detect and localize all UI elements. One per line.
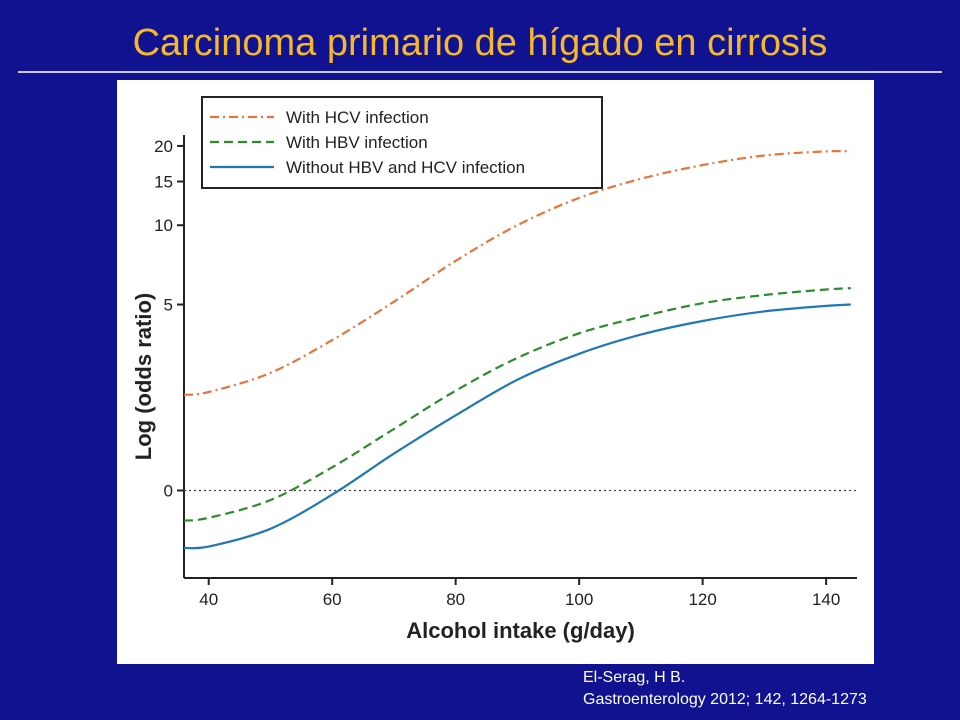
x-tick-label: 60 — [323, 590, 342, 609]
y-tick-label: 5 — [164, 296, 173, 315]
title-divider — [18, 71, 942, 73]
citation: El-Serag, H B. Gastroenterology 2012; 14… — [583, 667, 867, 711]
odds-ratio-chart: 40 60 80 100 120 140 0 5 10 15 20 Alcohol intake (g… — [131, 96, 857, 643]
citation-author: El-Serag, H B. — [583, 669, 686, 686]
slide-title: Carcinoma primario de hígado en cirrosis — [132, 22, 828, 64]
x-tick-label: 100 — [565, 590, 593, 609]
series-line-2 — [183, 287, 851, 522]
series-line-1 — [183, 149, 851, 396]
x-axis-label: Alcohol intake (g/day) — [406, 618, 635, 643]
y-tick-label: 0 — [164, 481, 173, 500]
y-axis-label: Log (odds ratio) — [131, 293, 156, 460]
x-tick-label: 140 — [812, 590, 840, 609]
x-tick-label: 40 — [199, 590, 218, 609]
y-tick-label: 15 — [154, 172, 173, 191]
y-tick-label: 20 — [154, 137, 173, 156]
x-tick-label: 80 — [446, 590, 465, 609]
x-tick-label: 120 — [688, 590, 716, 609]
series-line-3 — [183, 303, 851, 550]
legend-label-2: With HBV infection — [286, 133, 428, 152]
citation-journal: Gastroenterology 2012; 142, 1264-1273 — [583, 691, 867, 708]
series-layer — [183, 149, 851, 550]
axes: 40 60 80 100 120 140 0 5 10 15 20 Alcohol intake (g… — [131, 135, 857, 643]
legend-label-3: Without HBV and HCV infection — [286, 158, 525, 177]
y-tick-label: 10 — [154, 216, 173, 235]
legend: With HCV infection With HBV infection With… — [201, 96, 603, 189]
chart-panel: 40 60 80 100 120 140 0 5 10 15 20 Alcohol intake (g… — [117, 80, 874, 664]
legend-label-1: With HCV infection — [286, 108, 429, 127]
